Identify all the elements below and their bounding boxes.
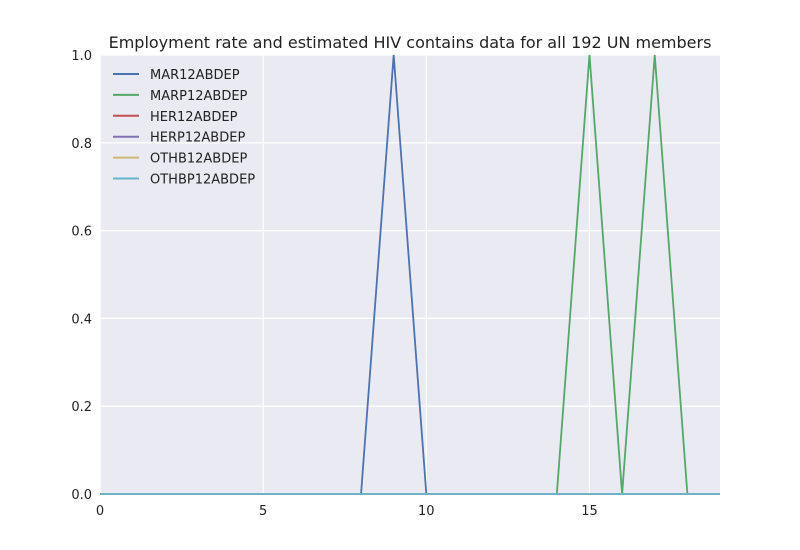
legend-label: HERP12ABDEP — [150, 131, 245, 146]
series-lines — [100, 54, 720, 495]
legend: MAR12ABDEP MARP12ABDEP HER12ABDEP HERP12ABD… — [113, 68, 255, 188]
y-tick-label: 1.0 — [71, 49, 92, 64]
x-tick-label: 5 — [259, 504, 267, 519]
y-tick-label: 0.2 — [71, 400, 92, 415]
x-tick-label: 0 — [96, 504, 104, 519]
y-tick-label: 0.8 — [71, 137, 92, 152]
x-tick-label: 15 — [581, 504, 598, 519]
legend-label: OTHBP12ABDEP — [150, 173, 255, 188]
y-tick-label: 0.4 — [71, 312, 92, 327]
chart-title: Employment rate and estimated HIV contai… — [109, 33, 712, 52]
legend-label: HER12ABDEP — [150, 110, 238, 125]
y-tick-label: 0.6 — [71, 225, 92, 240]
x-tick-label: 10 — [418, 504, 435, 519]
legend-label: OTHB12ABDEP — [150, 152, 247, 167]
y-axis-ticks: 0.0 0.2 0.4 0.6 0.8 1.0 — [71, 49, 92, 503]
x-axis-ticks: 0 5 10 15 — [96, 504, 598, 519]
legend-label: MAR12ABDEP — [150, 68, 240, 83]
legend-label: MARP12ABDEP — [150, 89, 248, 104]
y-tick-label: 0.0 — [71, 488, 92, 503]
grid-lines — [99, 54, 720, 495]
